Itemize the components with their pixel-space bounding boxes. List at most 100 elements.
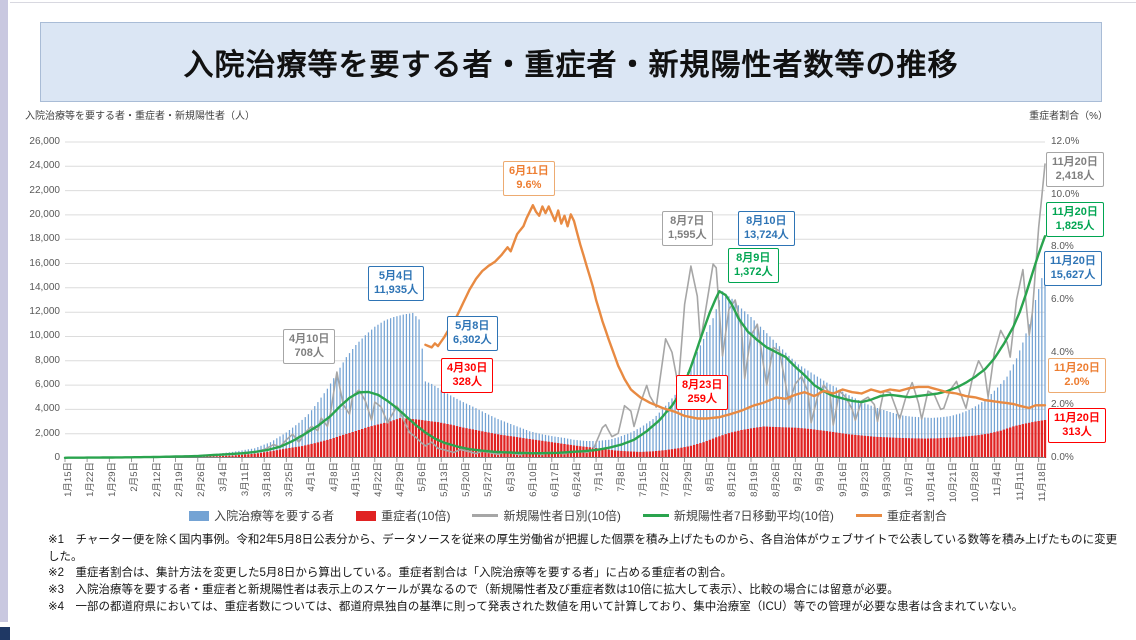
chart-legend: 入院治療等を要する者 重症者(10倍) 新規陽性者日別(10倍) 新規陽性者7日移動平… [0,507,1136,524]
data-label-value: 6,302人 [453,334,492,347]
legend-label: 重症者割合 [886,509,947,523]
legend-label: 入院治療等を要する者 [214,509,335,523]
title-banner: 入院治療等を要する者・重症者・新規陽性者数等の推移 [40,22,1102,102]
severe-bars [82,418,1047,458]
series-line [64,163,1046,459]
y-right-tick-label: 8.0% [1051,241,1074,253]
data-label-date: 5月4日 [378,270,414,282]
data-label-box: 4月10日 708人 [283,329,336,364]
data-label-box: 8月10日 13,724人 [738,211,795,246]
legend-line-swatch [855,514,882,517]
data-label-value: 708人 [294,347,324,360]
legend-label: 新規陽性者7日移動平均(10倍) [673,509,834,523]
legend-item: 入院治療等を要する者 [189,507,334,524]
legend-label: 新規陽性者日別(10倍) [503,509,621,523]
plot-area [63,141,1047,462]
data-label-box: 11月20日 313人 [1048,408,1106,443]
data-label-box: 4月30日 328人 [441,358,494,393]
data-label-value: 2,418人 [1055,170,1095,183]
y-right-tick-label: 10.0% [1051,188,1080,200]
data-label-box: 6月11日 9.6% [503,161,555,196]
data-label-value: 328人 [452,376,482,389]
data-label-date: 8月10日 [746,215,787,227]
combo-chart [63,141,1047,462]
data-label-box: 8月23日 259人 [676,375,729,410]
data-label-date: 11月20日 [1050,255,1096,267]
data-label-box: 8月9日 1,372人 [728,248,779,283]
data-label-date: 8月7日 [670,215,705,227]
y-left-tick-label: 20,000 [29,208,60,220]
footnotes: ※1 チャーター便を除く国内事例。令和2年5月8日公表分から、データソースを従来… [48,532,1126,615]
footnote-line: ※4 一部の都道府県においては、重症者数については、都道府県独自の基準に則って発… [48,600,1024,613]
y-left-tick-label: 22,000 [29,184,60,196]
page-title: 入院治療等を要する者・重症者・新規陽性者数等の推移 [183,49,959,82]
data-label-box: 8月7日 1,595人 [662,211,713,246]
data-label-value: 1,372人 [734,266,773,279]
data-label-date: 8月23日 [682,379,723,391]
legend-item: 重症者(10倍) [356,507,450,524]
legend-item: 新規陽性者日別(10倍) [472,507,621,524]
legend-label: 重症者(10倍) [381,509,451,523]
y-left-tick-label: 24,000 [29,160,60,172]
corner-accent-square [0,627,10,640]
y-left-tick-label: 26,000 [29,136,60,147]
data-label-value: 1,825人 [1055,220,1095,233]
data-label-box: 11月20日 1,825人 [1046,202,1104,237]
footnote-line: ※2 重症者割合は、集計方法を変更した5月8日から算出している。重症者割合は「入… [48,567,732,580]
data-label-date: 4月30日 [447,362,488,374]
left-axis-unit-label: 入院治療等を要する者・重症者・新規陽性者（人） [25,111,255,122]
y-right-tick-label: 6.0% [1051,294,1074,305]
data-label-box: 11月20日 2,418人 [1046,152,1104,187]
left-edge-strip [0,0,8,622]
y-left-tick-label: 8,000 [34,354,60,366]
legend-item: 重症者割合 [855,507,947,524]
data-label-date: 5月8日 [455,320,490,332]
data-label-value: 2.0% [1064,376,1090,389]
hospitalized-bars [64,268,1046,458]
y-right-tick-label: 4.0% [1051,346,1074,358]
series-line [63,235,1047,459]
y-left-tick-label: 4,000 [34,403,60,415]
y-left-tick-label: 12,000 [29,306,60,318]
y-left-tick-label: 6,000 [34,379,60,391]
data-label-date: 4月10日 [289,333,330,345]
data-label-value: 13,724人 [744,229,789,242]
data-label-date: 8月9日 [736,252,771,264]
data-label-box: 5月4日 11,935人 [368,266,425,301]
y-left-tick-label: 10,000 [29,330,60,342]
series-line [424,204,1047,420]
data-label-value: 1,595人 [668,229,707,242]
data-label-value: 313人 [1062,426,1092,439]
legend-item: 新規陽性者7日移動平均(10倍) [642,507,834,524]
y-right-tick-label: 0.0% [1051,452,1074,463]
data-label-date: 11月20日 [1054,362,1100,374]
y-right-tick-label: 2.0% [1051,399,1074,411]
footnote-line: ※3 入院治療等を要する者・重症者と新規陽性者は表示上のスケールが異なるので（新… [48,584,899,597]
y-left-tick-label: 16,000 [29,257,60,269]
data-label-value: 259人 [687,393,717,406]
data-label-date: 6月11日 [509,165,549,177]
data-label-value: 9.6% [516,179,542,192]
data-label-value: 15,627人 [1050,269,1096,282]
legend-bar-swatch [189,510,210,521]
y-left-tick-label: 0 [54,452,60,463]
y-left-tick-label: 18,000 [29,233,60,245]
legend-line-swatch [472,514,499,517]
top-divider [10,2,1136,3]
legend-bar-swatch [356,510,377,521]
data-label-box: 11月20日 2.0% [1048,358,1106,393]
data-label-date: 11月20日 [1052,156,1098,168]
legend-line-swatch [642,514,669,517]
data-label-value: 11,935人 [374,284,419,297]
data-label-box: 5月8日 6,302人 [447,316,498,351]
chart-svg [63,141,1047,462]
footnote-line: ※1 チャーター便を除く国内事例。令和2年5月8日公表分から、データソースを従来… [48,534,1118,563]
right-axis-unit-label: 重症者割合（%） [1029,111,1108,122]
data-label-date: 11月20日 [1054,412,1100,424]
y-left-tick-label: 2,000 [34,427,60,439]
data-label-date: 11月20日 [1052,206,1098,218]
data-label-box: 11月20日 15,627人 [1044,251,1102,286]
y-right-tick-label: 12.0% [1051,136,1080,147]
y-left-tick-label: 14,000 [29,281,60,293]
